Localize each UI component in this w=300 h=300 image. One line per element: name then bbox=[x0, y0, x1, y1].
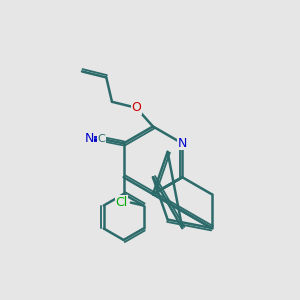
Text: O: O bbox=[131, 101, 141, 114]
Text: Cl: Cl bbox=[115, 196, 128, 209]
Text: N: N bbox=[85, 133, 94, 146]
Text: C: C bbox=[98, 134, 105, 144]
Text: N: N bbox=[178, 137, 187, 150]
